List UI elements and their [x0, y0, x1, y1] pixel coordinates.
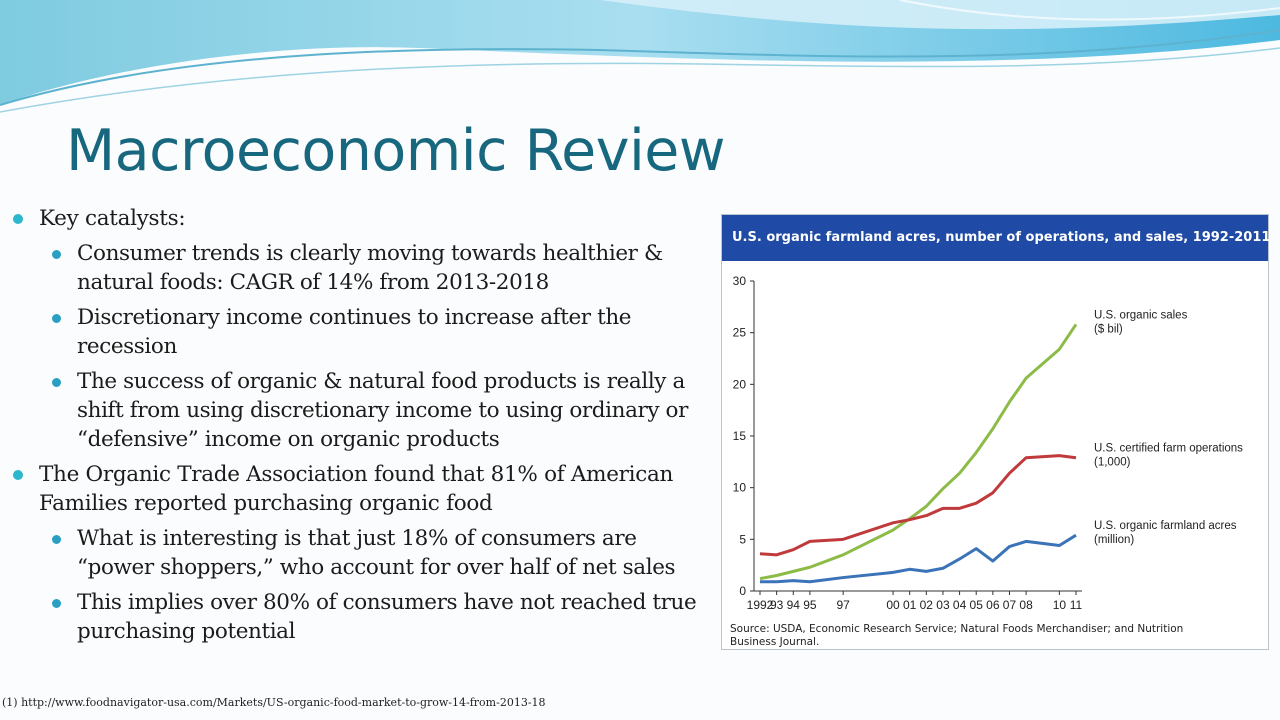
- sub-bullet-item: Discretionary income continues to increa…: [51, 303, 717, 361]
- x-tick-label: 05: [970, 598, 984, 612]
- x-tick-label: 10: [1053, 598, 1067, 612]
- bullet-dot-icon: [52, 599, 61, 608]
- series-line: [759, 454, 1077, 557]
- x-tick-label: 95: [803, 598, 817, 612]
- bullet-text: The Organic Trade Association found that…: [39, 462, 674, 516]
- chart-source: Source: USDA, Economic Research Service;…: [730, 623, 1184, 648]
- bullet-item: Key catalysts:: [12, 204, 717, 233]
- x-tick-label: 93: [770, 598, 784, 612]
- y-tick-label: 25: [733, 326, 747, 340]
- bullet-text: This implies over 80% of consumers have …: [77, 590, 697, 644]
- series-line: [759, 323, 1078, 581]
- bullet-text: Key catalysts:: [39, 206, 186, 231]
- sub-bullet-item: Consumer trends is clearly moving toward…: [51, 239, 717, 297]
- footnote: (1) http://www.foodnavigator-usa.com/Mar…: [2, 696, 546, 709]
- bullet-dot-icon: [52, 250, 61, 259]
- bullet-dot-icon: [52, 535, 61, 544]
- y-tick-label: 0: [739, 584, 746, 598]
- x-tick-label: 03: [936, 598, 950, 612]
- series-line: [760, 533, 1077, 584]
- legend-label: U.S. organic sales ($ bil): [1094, 309, 1188, 335]
- legend-label: U.S. organic farmland acres (million): [1094, 520, 1237, 546]
- y-tick-label: 30: [733, 274, 747, 288]
- x-tick-label: 1992: [747, 598, 774, 612]
- slide-title: Macroeconomic Review: [66, 118, 725, 184]
- x-tick-label: 00: [886, 598, 900, 612]
- bullet-dot-icon: [52, 378, 61, 387]
- y-tick-label: 10: [733, 481, 747, 495]
- bullet-text: Consumer trends is clearly moving toward…: [77, 241, 663, 295]
- chart-title: U.S. organic farmland acres, number of o…: [722, 215, 1270, 261]
- x-tick-label: 97: [836, 598, 850, 612]
- x-tick-label: 94: [787, 598, 801, 612]
- x-tick-label: 02: [920, 598, 934, 612]
- y-tick-label: 20: [733, 377, 747, 391]
- bullet-text: What is interesting is that just 18% of …: [77, 526, 676, 580]
- bullet-item: The Organic Trade Association found that…: [12, 460, 717, 518]
- chart-figure: U.S. organic farmland acres, number of o…: [721, 214, 1270, 650]
- sub-bullet-item: This implies over 80% of consumers have …: [51, 588, 717, 646]
- x-tick-label: 04: [953, 598, 967, 612]
- bullet-dot-icon: [13, 470, 23, 480]
- sub-bullet-item: What is interesting is that just 18% of …: [51, 524, 717, 582]
- x-tick-label: 07: [1003, 598, 1017, 612]
- bullet-dot-icon: [52, 314, 61, 323]
- bullet-text: The success of organic & natural food pr…: [77, 369, 688, 452]
- y-tick-label: 5: [739, 532, 746, 546]
- x-tick-label: 11: [1070, 598, 1083, 612]
- x-tick-label: 06: [986, 598, 1000, 612]
- legend-label: U.S. certified farm operations (1,000): [1094, 443, 1243, 469]
- header-wave-banner: [0, 0, 1280, 113]
- y-tick-label: 15: [733, 429, 747, 443]
- sub-bullet-item: The success of organic & natural food pr…: [51, 367, 717, 454]
- bullet-dot-icon: [13, 214, 23, 224]
- bullet-list: Key catalysts: Consumer trends is clearl…: [12, 204, 717, 652]
- x-tick-label: 01: [903, 598, 917, 612]
- bullet-text: Discretionary income continues to increa…: [77, 305, 632, 359]
- x-tick-label: 08: [1019, 598, 1033, 612]
